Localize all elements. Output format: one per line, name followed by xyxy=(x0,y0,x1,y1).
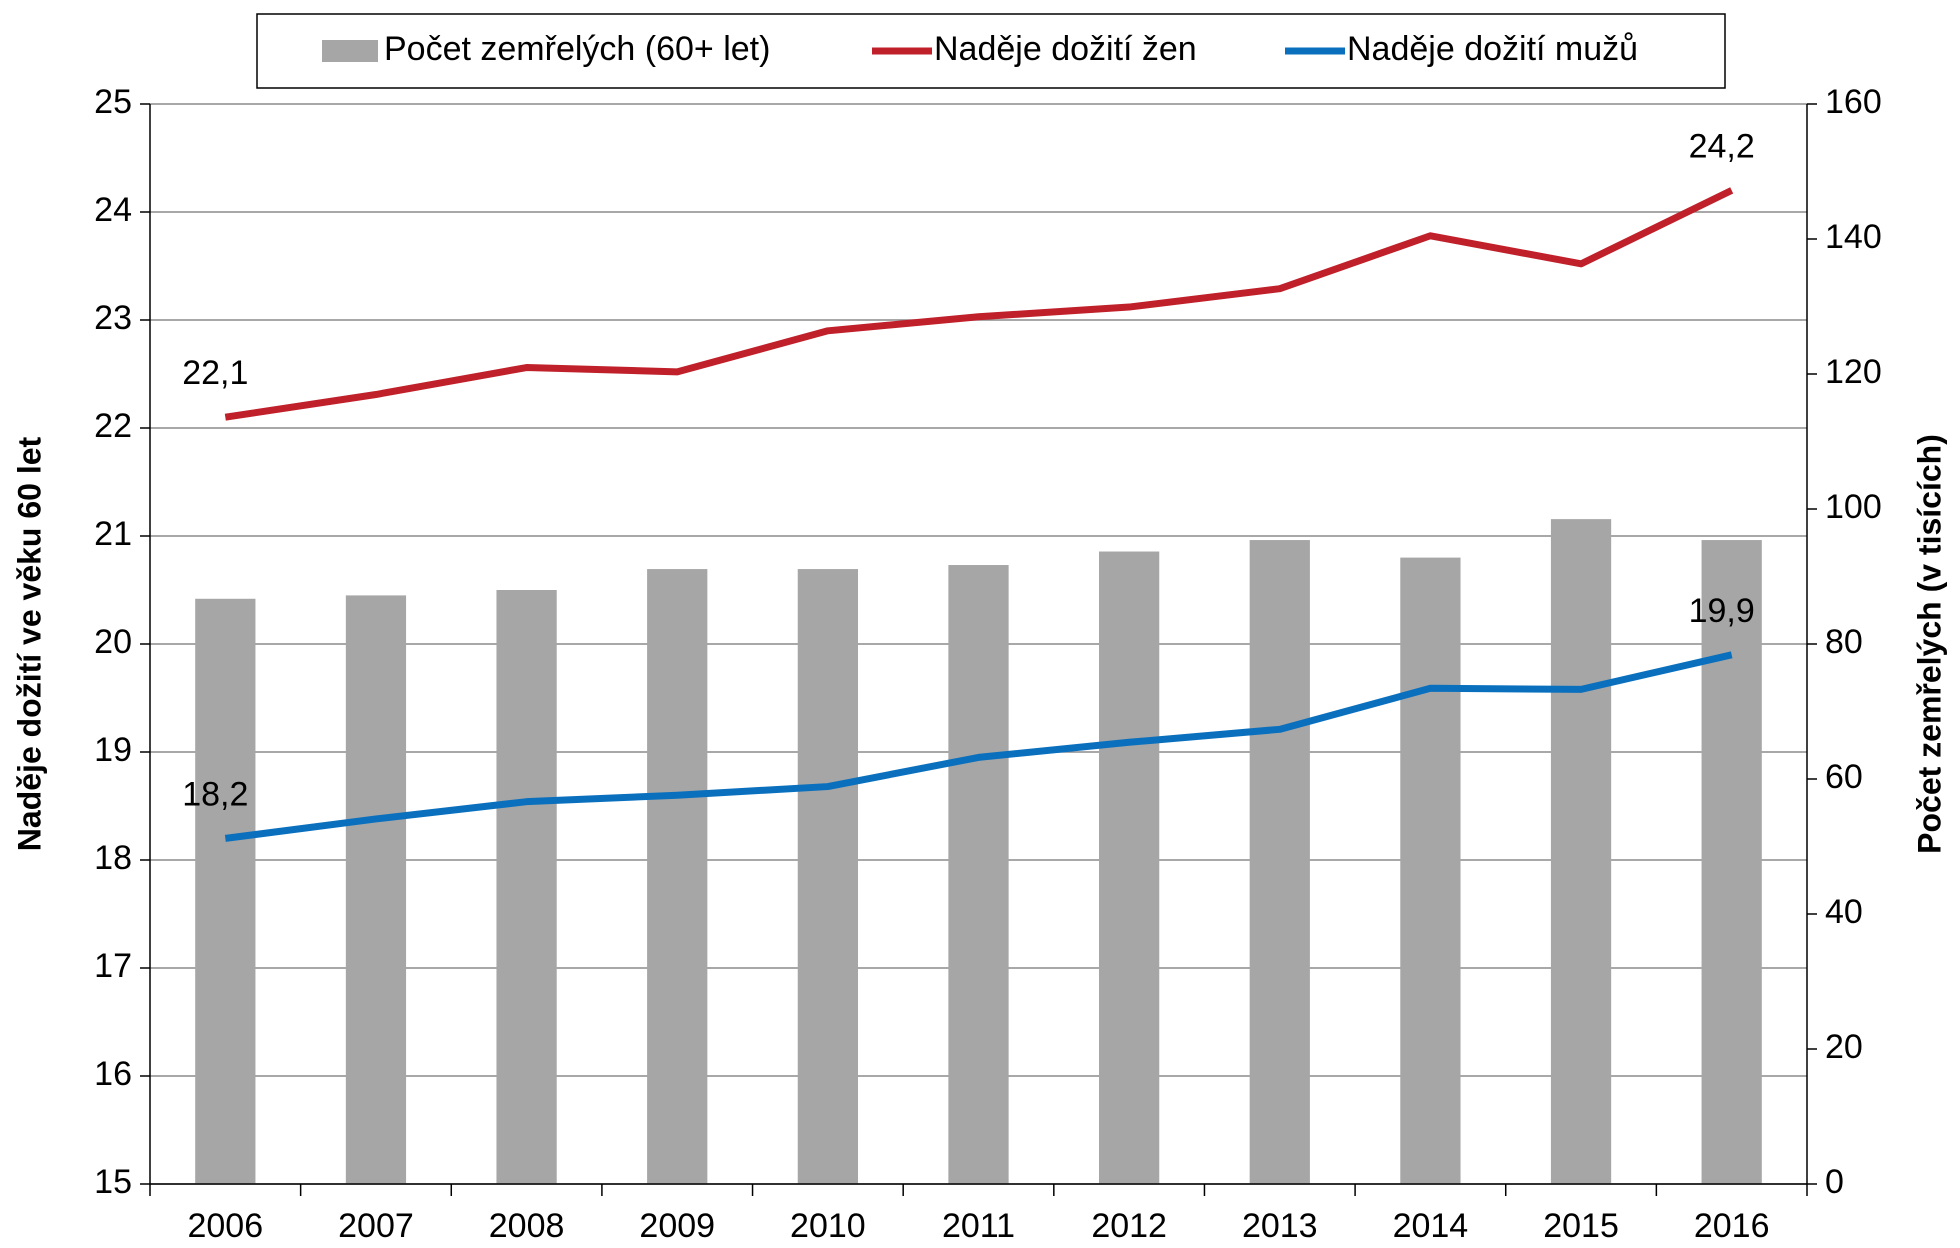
legend-box xyxy=(256,13,1726,89)
y-tick-label: 23 xyxy=(94,299,132,337)
y2-axis-title: Počet zemřelých (v tisících) xyxy=(1911,434,1947,854)
bar xyxy=(195,598,256,1184)
data-label: 18,2 xyxy=(182,775,248,813)
data-label: 19,9 xyxy=(1689,592,1755,630)
x-tick-label: 2011 xyxy=(942,1207,1015,1245)
y2-tick-label: 80 xyxy=(1825,623,1863,661)
y2-tick-label: 0 xyxy=(1825,1163,1844,1201)
y-tick-label: 15 xyxy=(94,1163,132,1201)
bar xyxy=(345,595,407,1184)
y2-tick-label: 100 xyxy=(1825,488,1882,526)
x-tick-label: 2015 xyxy=(1543,1207,1619,1245)
legend-label: Naděje dožití mužů xyxy=(1347,30,1638,68)
data-label: 24,2 xyxy=(1689,127,1755,165)
y2-tick-label: 40 xyxy=(1825,893,1863,931)
x-tick-label: 2008 xyxy=(489,1207,565,1245)
x-tick-label: 2009 xyxy=(639,1207,715,1245)
x-tick-label: 2012 xyxy=(1091,1207,1167,1245)
bar xyxy=(496,590,557,1184)
bar xyxy=(797,569,858,1184)
y-tick-label: 20 xyxy=(94,623,132,661)
line xyxy=(224,187,1734,421)
bar xyxy=(1400,557,1461,1184)
line xyxy=(224,651,1733,842)
x-tick-label: 2010 xyxy=(790,1207,866,1245)
y2-tick-label: 160 xyxy=(1825,83,1882,121)
bar xyxy=(948,565,1009,1184)
y2-tick-label: 120 xyxy=(1825,353,1882,391)
y2-tick-label: 60 xyxy=(1825,758,1863,796)
y-axis-title: Naděje dožití ve věku 60 let xyxy=(11,436,47,851)
bar xyxy=(647,569,708,1184)
legend-label: Naděje dožití žen xyxy=(934,30,1197,68)
legend-label: Počet zemřelých (60+ let) xyxy=(384,30,770,68)
y-tick-label: 16 xyxy=(94,1055,132,1093)
bar xyxy=(1099,551,1160,1184)
x-tick-label: 2014 xyxy=(1393,1207,1469,1245)
legend-swatch xyxy=(322,40,378,62)
y-tick-label: 18 xyxy=(94,839,132,877)
data-label: 22,1 xyxy=(182,354,248,392)
bar xyxy=(1249,540,1310,1184)
bar xyxy=(1701,540,1762,1184)
y2-tick-label: 140 xyxy=(1825,218,1882,256)
y-tick-label: 19 xyxy=(94,731,132,769)
y-tick-label: 24 xyxy=(94,191,132,229)
x-tick-label: 2007 xyxy=(338,1207,414,1245)
bar xyxy=(1550,519,1612,1184)
x-tick-label: 2016 xyxy=(1694,1207,1770,1245)
y-tick-label: 22 xyxy=(94,407,132,445)
y-tick-label: 25 xyxy=(94,83,132,121)
y-tick-label: 17 xyxy=(94,947,132,985)
x-tick-label: 2006 xyxy=(187,1207,263,1245)
x-tick-label: 2013 xyxy=(1242,1207,1318,1245)
y2-tick-label: 20 xyxy=(1825,1028,1863,1066)
y-tick-label: 21 xyxy=(94,515,132,553)
